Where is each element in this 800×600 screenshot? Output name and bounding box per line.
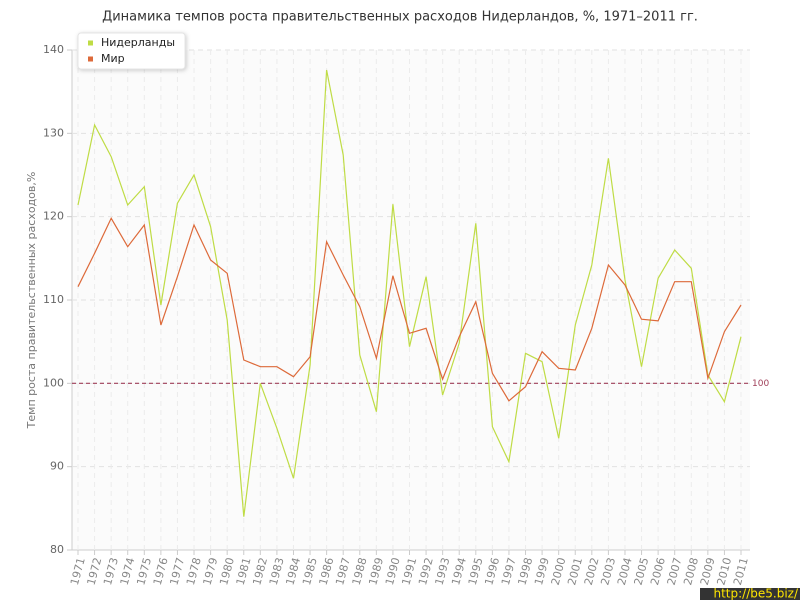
chart-title: Динамика темпов роста правительственных … (102, 10, 698, 25)
legend-label: Нидерланды (101, 36, 175, 49)
reference-label: 100 (752, 379, 769, 389)
legend-box (77, 32, 186, 70)
legend: Нидерланды Мир (77, 32, 186, 70)
y-tick-label: 120 (43, 210, 64, 223)
y-tick-label: 140 (43, 43, 64, 56)
legend-swatch (88, 56, 93, 62)
y-tick-label: 110 (43, 293, 64, 306)
series-line (77, 217, 742, 402)
y-tick-label: 100 (43, 376, 64, 389)
legend-label: Мир (101, 52, 125, 65)
watermark-bg (700, 588, 800, 600)
x-tick-label: 2011 (731, 556, 751, 586)
legend-swatch (88, 40, 93, 46)
y-tick-label: 130 (43, 126, 64, 139)
watermark: http://be5.biz/ (713, 587, 798, 600)
series-line (77, 69, 742, 517)
y-axis-label: Темп роста правительственных расходов,% (25, 172, 38, 430)
y-tick-label: 80 (50, 543, 64, 556)
y-tick-label: 90 (50, 460, 64, 473)
